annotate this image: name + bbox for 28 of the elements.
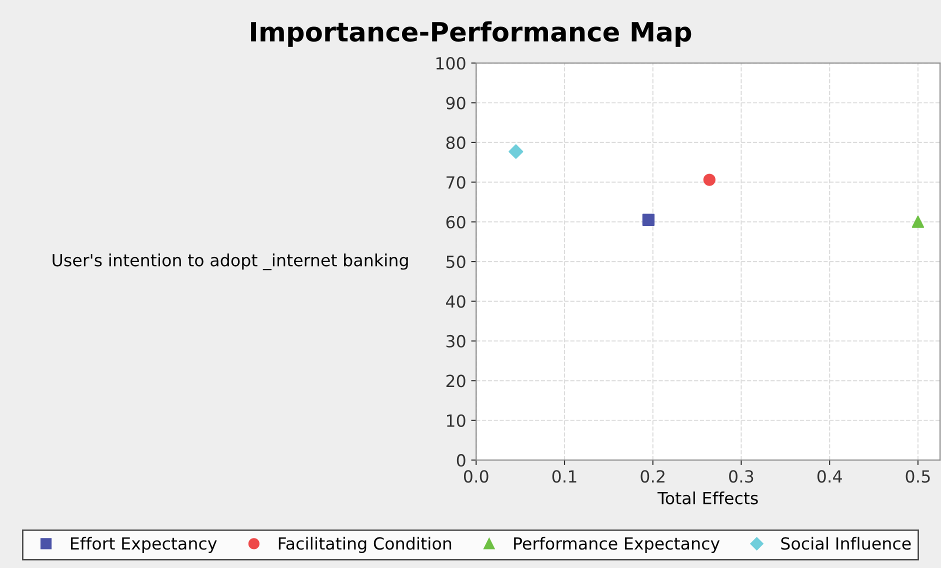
y-tick-label: 50 [446,256,466,268]
legend-label: Performance Expectancy [514,536,720,553]
point [508,144,524,159]
x-tick-label: 0.1 [552,470,576,483]
y-tick-label: 60 [446,216,466,228]
point [912,216,924,228]
y-tick-label: 90 [446,96,466,110]
x-tick-label: 0.4 [817,470,842,483]
y-tick-label: 0 [456,454,466,467]
x-tick-label: 0.0 [464,470,488,483]
y-tick-label: 40 [446,295,466,308]
legend-label: Facilitating Condition [278,536,452,553]
y-tick-label: 70 [446,176,466,189]
legend-label: Effort Expectancy [71,536,217,553]
y-tick-label: 80 [446,136,466,150]
legend-label: Social Influence [781,536,911,550]
x-axis-title: Total Effects [657,491,758,504]
x-tick-label: 0.5 [906,470,930,483]
y-tick-label: 20 [446,374,466,388]
y-tick-label: 100 [436,57,466,70]
point [642,214,655,226]
y-tick-label: 10 [447,414,466,427]
point [703,174,716,186]
chart-title: Importance-Performance Map [251,21,692,47]
y-axis-title: User's intention to adopt _internet banking [52,254,408,270]
x-tick-label: 0.2 [640,470,664,483]
y-tick-label: 30 [446,334,466,348]
x-tick-label: 0.3 [729,470,754,483]
